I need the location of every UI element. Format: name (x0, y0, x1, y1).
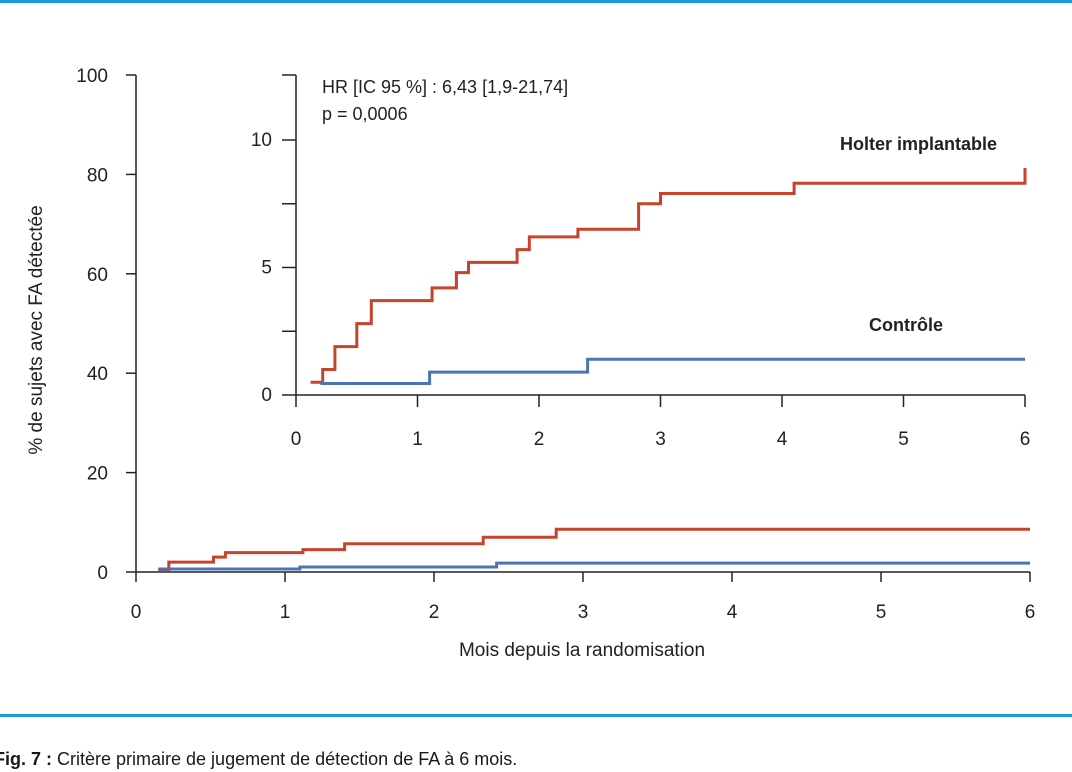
inset-x-tick-label: 3 (655, 429, 666, 450)
inset-x-tick-label: 1 (412, 429, 423, 450)
legend-controle-label: Contrôle (869, 315, 943, 335)
inset-y-tick-label: 5 (261, 258, 272, 279)
main-y-tick-label: 60 (87, 265, 108, 286)
main-series-line-holter (158, 527, 1030, 571)
figure-caption: Fig. 7 : Critère primaire de jugement de… (0, 749, 517, 770)
figure-caption-text: Critère primaire de jugement de détectio… (57, 749, 518, 769)
main-y-axis: 0 20 40 60 80 100 (76, 66, 137, 584)
main-series-group (158, 527, 1030, 571)
main-x-tick-label: 4 (727, 602, 738, 623)
main-x-axis-title: Mois depuis la randomisation (459, 640, 705, 661)
inset-series-group (310, 168, 1027, 385)
hazard-ratio-annotation: HR [IC 95 %] : 6,43 [1,9-21,74] (322, 77, 568, 97)
main-x-tick-label: 6 (1025, 602, 1036, 623)
inset-x-tick-label: 2 (534, 429, 545, 450)
inset-y-tick-label: 10 (251, 130, 272, 151)
main-y-tick-label: 100 (76, 66, 108, 87)
main-x-tick-label: 1 (280, 602, 291, 623)
inset-y-axis: 0 5 10 (251, 74, 297, 406)
inset-x-tick-label: 0 (291, 429, 302, 450)
figure-caption-label: Fig. 7 : (0, 749, 52, 769)
inset-x-tick-label: 4 (777, 429, 788, 450)
main-y-tick-label: 20 (87, 464, 108, 485)
p-value-annotation: p = 0,0006 (322, 104, 408, 124)
main-x-tick-label: 0 (131, 602, 142, 623)
main-y-tick-label: 40 (87, 364, 108, 385)
main-y-tick-label: 80 (87, 165, 108, 186)
main-x-tick-label: 3 (578, 602, 589, 623)
main-x-tick-label: 2 (429, 602, 440, 623)
main-y-axis-title: % de sujets avec FA détectée (26, 205, 47, 454)
inset-series-line-holter (310, 168, 1027, 384)
inset-x-tick-label: 6 (1020, 429, 1031, 450)
main-series-line-controle (158, 561, 1030, 571)
legend-holter-label: Holter implantable (840, 134, 997, 154)
main-x-tick-label: 5 (876, 602, 887, 623)
inset-x-axis: 0 1 2 3 4 5 6 (291, 394, 1031, 450)
bottom-rule (0, 714, 1072, 717)
inset-series-line-controle (320, 357, 1025, 385)
inset-y-tick-label: 0 (261, 385, 272, 406)
inset-x-tick-label: 5 (898, 429, 909, 450)
main-y-tick-label: 0 (97, 563, 108, 584)
top-rule (0, 0, 1072, 3)
main-x-axis: 0 1 2 3 4 5 6 (131, 571, 1036, 623)
